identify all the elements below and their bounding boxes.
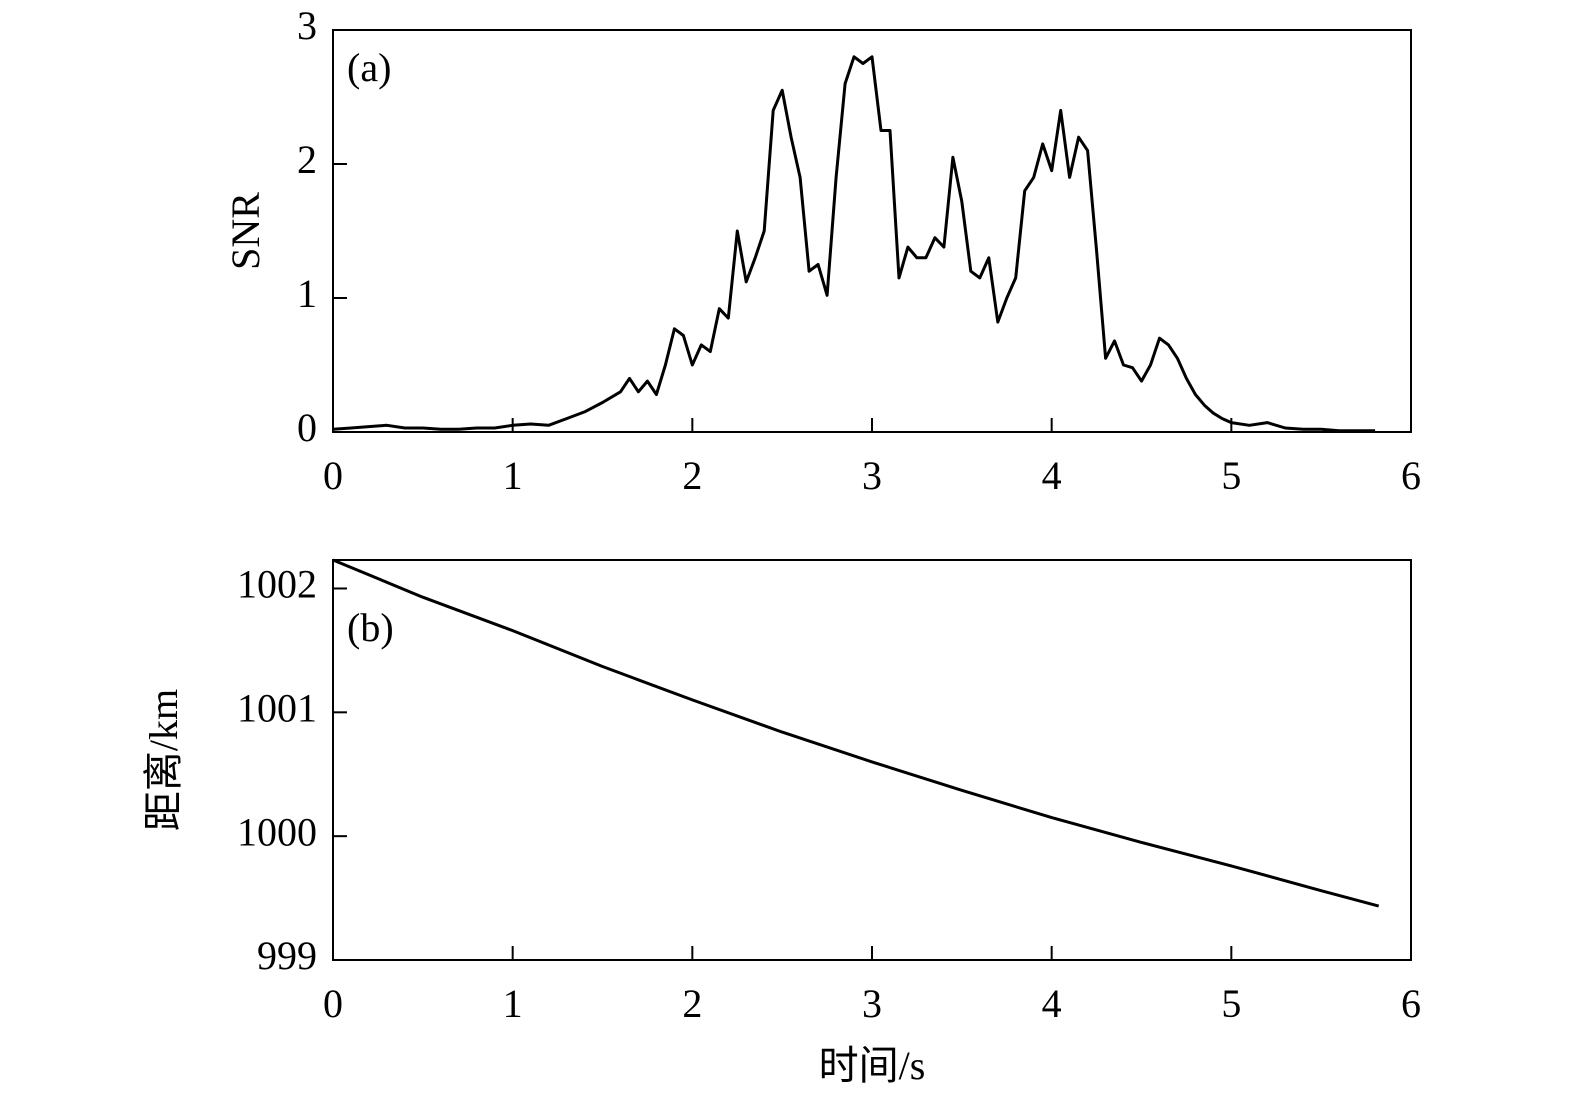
plot-frame bbox=[332, 559, 1412, 961]
x-tick-label: 4 bbox=[1042, 453, 1062, 498]
y-tick-label: 999 bbox=[257, 933, 317, 978]
y-axis-label: 距离/km bbox=[141, 689, 186, 831]
y-tick-label: 1 bbox=[297, 271, 317, 316]
x-tick-label: 3 bbox=[862, 453, 882, 498]
data-line bbox=[332, 558, 1380, 908]
panel-label: (b) bbox=[347, 605, 394, 650]
y-tick-label: 3 bbox=[297, 3, 317, 48]
x-tick-label: 5 bbox=[1221, 981, 1241, 1026]
x-tick-label: 3 bbox=[862, 981, 882, 1026]
y-tick-label: 2 bbox=[297, 137, 317, 182]
data-line bbox=[332, 55, 1376, 433]
x-tick-label: 1 bbox=[503, 453, 523, 498]
x-tick-label: 2 bbox=[682, 981, 702, 1026]
x-tick-label: 4 bbox=[1042, 981, 1062, 1026]
y-tick-label: 1000 bbox=[237, 809, 317, 854]
plot-frame bbox=[332, 29, 1412, 433]
x-tick-label: 1 bbox=[503, 981, 523, 1026]
x-tick-label: 2 bbox=[682, 453, 702, 498]
x-axis-label: 时间/s bbox=[819, 1043, 926, 1088]
y-tick-label: 0 bbox=[297, 405, 317, 450]
panel-label: (a) bbox=[347, 45, 391, 90]
y-axis-label: SNR bbox=[223, 192, 268, 270]
x-tick-label: 5 bbox=[1221, 453, 1241, 498]
x-tick-label: 6 bbox=[1401, 453, 1421, 498]
x-tick-label: 6 bbox=[1401, 981, 1421, 1026]
y-tick-label: 1002 bbox=[237, 562, 317, 607]
x-tick-label: 0 bbox=[323, 453, 343, 498]
x-tick-label: 0 bbox=[323, 981, 343, 1026]
y-tick-label: 1001 bbox=[237, 685, 317, 730]
